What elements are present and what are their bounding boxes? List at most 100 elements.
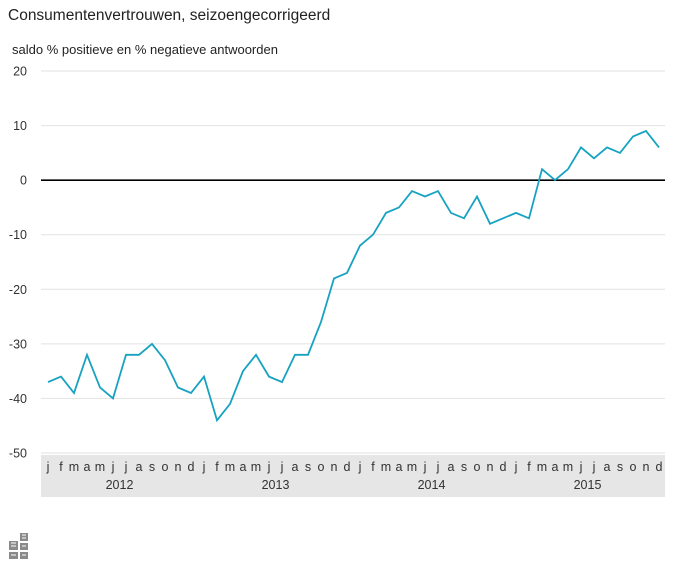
x-tick-label: m xyxy=(95,460,105,474)
data-point xyxy=(307,354,309,356)
data-point xyxy=(60,376,62,378)
data-point xyxy=(229,403,231,405)
series-layer xyxy=(47,129,660,423)
x-tick-label: o xyxy=(474,460,481,474)
year-label: 2012 xyxy=(106,478,134,492)
x-tick-label: j xyxy=(592,460,596,474)
data-point xyxy=(99,387,101,389)
x-tick-label: a xyxy=(552,460,559,474)
x-tick-label: m xyxy=(69,460,79,474)
y-tick-label: -20 xyxy=(9,283,27,297)
x-tick-label: n xyxy=(175,460,182,474)
x-tick-label: s xyxy=(617,460,623,474)
x-tick-label: a xyxy=(240,460,247,474)
gridlines xyxy=(41,70,665,454)
x-tick-label: m xyxy=(537,460,547,474)
x-tick-label: j xyxy=(111,460,115,474)
x-tick-label: s xyxy=(305,460,311,474)
x-tick-label: m xyxy=(381,460,391,474)
y-tick-label: 0 xyxy=(20,174,27,188)
x-tick-label: d xyxy=(344,460,351,474)
x-tick-label: j xyxy=(514,460,518,474)
data-point xyxy=(476,196,478,198)
y-tick-labels: 20 10 0 -10 -20 -30 -40 -50 xyxy=(9,65,27,461)
x-tick-label: n xyxy=(331,460,338,474)
data-point xyxy=(86,354,88,356)
data-point xyxy=(645,130,647,132)
y-axis-label: saldo % positieve en % negatieve antwoor… xyxy=(12,42,278,57)
data-point xyxy=(411,190,413,192)
data-point xyxy=(177,387,179,389)
x-tick-label: o xyxy=(162,460,169,474)
x-tick-label: o xyxy=(318,460,325,474)
x-tick-label: f xyxy=(59,460,63,474)
x-tick-label: n xyxy=(487,460,494,474)
data-point xyxy=(268,376,270,378)
x-tick-label: f xyxy=(371,460,375,474)
data-point xyxy=(242,370,244,372)
data-point xyxy=(385,212,387,214)
y-tick-label: -10 xyxy=(9,228,27,242)
y-tick-label: 20 xyxy=(13,65,27,79)
data-point xyxy=(424,196,426,198)
data-point xyxy=(216,419,218,421)
x-tick-label: o xyxy=(630,460,637,474)
series-line xyxy=(47,129,660,423)
x-tick-label: j xyxy=(267,460,271,474)
data-point xyxy=(580,146,582,148)
x-tick-label: j xyxy=(124,460,128,474)
data-point xyxy=(164,359,166,361)
x-tick-label: j xyxy=(280,460,284,474)
data-point xyxy=(489,223,491,225)
data-point xyxy=(632,135,634,137)
data-point xyxy=(320,321,322,323)
data-point xyxy=(528,217,530,219)
data-point xyxy=(372,234,374,236)
x-tick-label: m xyxy=(225,460,235,474)
data-point xyxy=(190,392,192,394)
data-point xyxy=(619,152,621,154)
cbs-logo-icon xyxy=(9,533,28,559)
data-point xyxy=(437,190,439,192)
data-point xyxy=(73,392,75,394)
x-tick-label: s xyxy=(149,460,155,474)
data-point xyxy=(281,381,283,383)
x-tick-label: a xyxy=(84,460,91,474)
data-point xyxy=(112,397,114,399)
x-tick-label: j xyxy=(358,460,362,474)
data-point xyxy=(658,146,660,148)
x-tick-label: f xyxy=(215,460,219,474)
x-tick-label: a xyxy=(604,460,611,474)
x-axis-band-bg xyxy=(41,455,665,497)
x-tick-label: n xyxy=(643,460,650,474)
data-point xyxy=(359,245,361,247)
data-point xyxy=(346,272,348,274)
year-label: 2013 xyxy=(262,478,290,492)
x-tick-label: a xyxy=(136,460,143,474)
x-tick-label: a xyxy=(396,460,403,474)
x-tick-label: j xyxy=(46,460,50,474)
x-tick-label: j xyxy=(579,460,583,474)
x-tick-label: j xyxy=(423,460,427,474)
chart-title: Consumentenvertrouwen, seizoengecorrigee… xyxy=(8,7,331,24)
data-point xyxy=(450,212,452,214)
x-tick-label: m xyxy=(407,460,417,474)
x-tick-label: m xyxy=(563,460,573,474)
data-point xyxy=(502,217,504,219)
x-tick-label: m xyxy=(251,460,261,474)
x-tick-label: d xyxy=(656,460,663,474)
x-tick-label: d xyxy=(188,460,195,474)
data-point xyxy=(138,354,140,356)
x-tick-label: d xyxy=(500,460,507,474)
x-tick-label: f xyxy=(527,460,531,474)
y-tick-label: -30 xyxy=(9,337,27,351)
y-tick-label: -40 xyxy=(9,392,27,406)
x-tick-label: j xyxy=(202,460,206,474)
data-point xyxy=(255,354,257,356)
y-tick-label: -50 xyxy=(9,447,27,461)
data-point xyxy=(125,354,127,356)
data-point xyxy=(463,217,465,219)
data-point xyxy=(294,354,296,356)
